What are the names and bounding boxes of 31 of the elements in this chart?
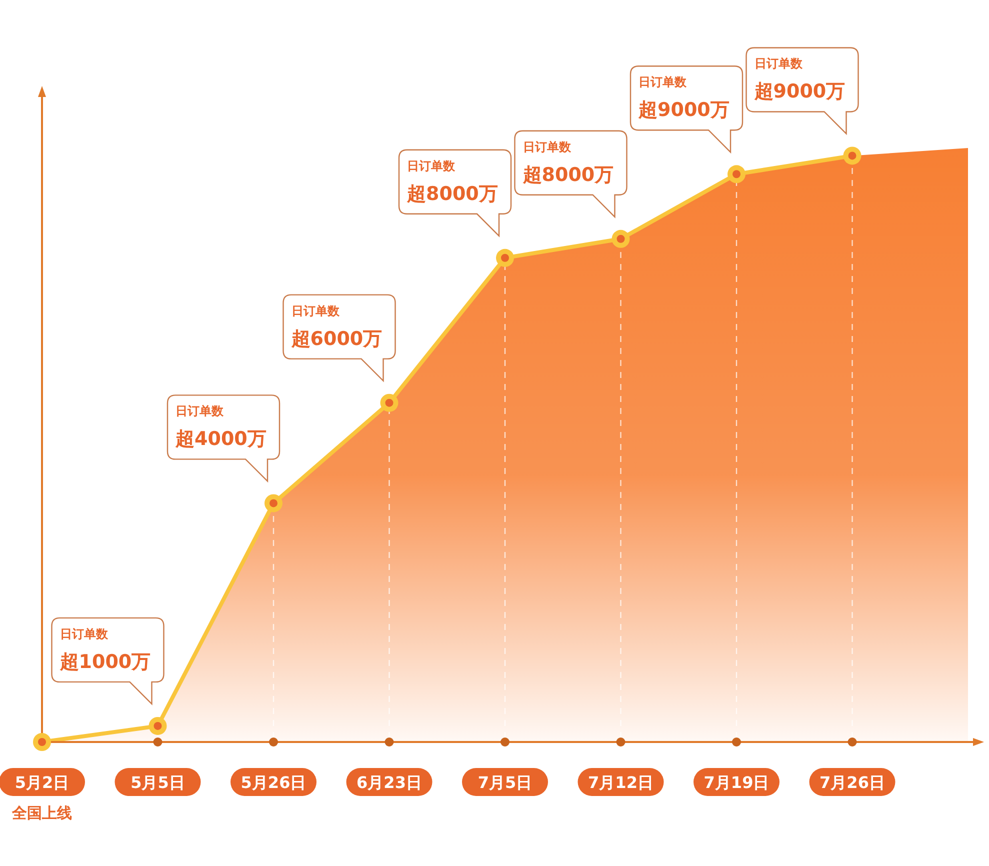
tick-label: 7月12日 xyxy=(578,768,664,796)
text: 全国上线 xyxy=(11,804,72,822)
annotation: 日订单数 xyxy=(60,626,109,641)
annotation: 超9000万 xyxy=(753,80,846,103)
annotation: 日订单数 xyxy=(291,304,340,318)
tick-label: 7月26日 xyxy=(809,768,896,796)
x-tick-label: 7月26日 xyxy=(820,773,885,792)
tick-label: 5月5日 xyxy=(114,768,201,796)
tick-label: 5月2日 xyxy=(0,768,85,796)
x-tick-label: 5月26日 xyxy=(240,773,306,792)
x-tick-label: 5月2日 xyxy=(14,773,70,792)
text: 日订单数 xyxy=(638,75,688,90)
tick-label: 7月5日 xyxy=(462,768,548,796)
tick-label: 6月23日 xyxy=(346,768,432,796)
x-tick-label: 7月5日 xyxy=(478,773,532,792)
x-tick-label: 5月5日 xyxy=(130,773,185,792)
annotation: 超1000万 xyxy=(58,650,151,673)
annotation: 日订单数 xyxy=(176,404,224,418)
annotation: 超8000万 xyxy=(406,182,498,205)
annotation: 超4000万 xyxy=(174,428,266,450)
text: 日订单数 xyxy=(754,56,804,71)
x-tick-label: 6月23日 xyxy=(356,773,422,792)
annotation: 超9000万 xyxy=(638,99,730,122)
annotation: 日订单数 xyxy=(522,140,572,154)
annotation: 超8000万 xyxy=(522,164,614,186)
tick-label: 7月19日 xyxy=(694,768,780,796)
annotation: 日订单数 xyxy=(407,158,456,173)
tick-label: 5月26日 xyxy=(230,768,316,796)
x-tick-label: 7月12日 xyxy=(588,773,654,792)
x-tick-label: 7月19日 xyxy=(704,773,770,792)
annotation: 超6000万 xyxy=(290,328,382,350)
